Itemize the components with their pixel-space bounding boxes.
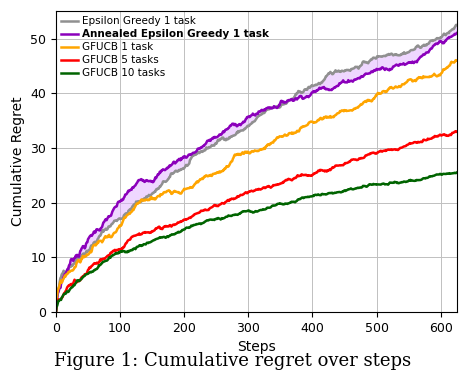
Epsilon Greedy 1 task: [454, 23, 459, 27]
Annealed Epsilon Greedy 1 task: [267, 106, 272, 111]
GFUCB 10 tasks: [201, 220, 207, 225]
GFUCB 10 tasks: [53, 310, 59, 314]
Annealed Epsilon Greedy 1 task: [201, 144, 207, 148]
Epsilon Greedy 1 task: [67, 265, 72, 270]
Text: Figure 1: Cumulative regret over steps: Figure 1: Cumulative regret over steps: [55, 352, 411, 370]
X-axis label: Steps: Steps: [237, 340, 276, 354]
Epsilon Greedy 1 task: [294, 92, 299, 96]
Epsilon Greedy 1 task: [133, 199, 139, 204]
GFUCB 5 tasks: [201, 208, 207, 212]
GFUCB 5 tasks: [453, 129, 459, 133]
Annealed Epsilon Greedy 1 task: [142, 180, 147, 184]
GFUCB 1 task: [267, 143, 272, 147]
Line: GFUCB 1 task: GFUCB 1 task: [56, 60, 457, 312]
GFUCB 1 task: [53, 310, 59, 314]
GFUCB 10 tasks: [142, 242, 147, 246]
GFUCB 5 tasks: [267, 184, 272, 189]
GFUCB 1 task: [454, 58, 459, 63]
GFUCB 1 task: [142, 197, 147, 202]
GFUCB 1 task: [294, 130, 299, 134]
Annealed Epsilon Greedy 1 task: [294, 97, 299, 101]
Annealed Epsilon Greedy 1 task: [133, 182, 139, 186]
Annealed Epsilon Greedy 1 task: [53, 310, 59, 314]
GFUCB 5 tasks: [53, 310, 59, 314]
Annealed Epsilon Greedy 1 task: [67, 262, 72, 267]
Line: GFUCB 10 tasks: GFUCB 10 tasks: [56, 173, 457, 312]
Annealed Epsilon Greedy 1 task: [454, 31, 459, 35]
Line: GFUCB 5 tasks: GFUCB 5 tasks: [56, 131, 457, 312]
Epsilon Greedy 1 task: [453, 23, 459, 27]
Epsilon Greedy 1 task: [142, 196, 147, 200]
Legend: Epsilon Greedy 1 task, Annealed Epsilon Greedy 1 task, GFUCB 1 task, GFUCB 5 tas: Epsilon Greedy 1 task, Annealed Epsilon …: [59, 14, 271, 80]
GFUCB 5 tasks: [294, 175, 299, 179]
GFUCB 10 tasks: [133, 246, 139, 250]
Epsilon Greedy 1 task: [267, 107, 272, 111]
GFUCB 1 task: [453, 58, 459, 62]
GFUCB 5 tasks: [454, 129, 459, 134]
Epsilon Greedy 1 task: [201, 149, 207, 153]
GFUCB 10 tasks: [454, 170, 459, 175]
GFUCB 1 task: [67, 269, 72, 274]
GFUCB 5 tasks: [67, 283, 72, 288]
GFUCB 10 tasks: [267, 205, 272, 210]
GFUCB 5 tasks: [142, 230, 147, 235]
Y-axis label: Cumulative Regret: Cumulative Regret: [11, 97, 25, 226]
GFUCB 10 tasks: [67, 288, 72, 293]
Line: Annealed Epsilon Greedy 1 task: Annealed Epsilon Greedy 1 task: [56, 33, 457, 312]
GFUCB 5 tasks: [133, 233, 139, 238]
GFUCB 1 task: [133, 203, 139, 207]
Line: Epsilon Greedy 1 task: Epsilon Greedy 1 task: [56, 25, 457, 312]
GFUCB 10 tasks: [294, 199, 299, 203]
GFUCB 1 task: [201, 175, 207, 180]
Epsilon Greedy 1 task: [53, 310, 59, 314]
